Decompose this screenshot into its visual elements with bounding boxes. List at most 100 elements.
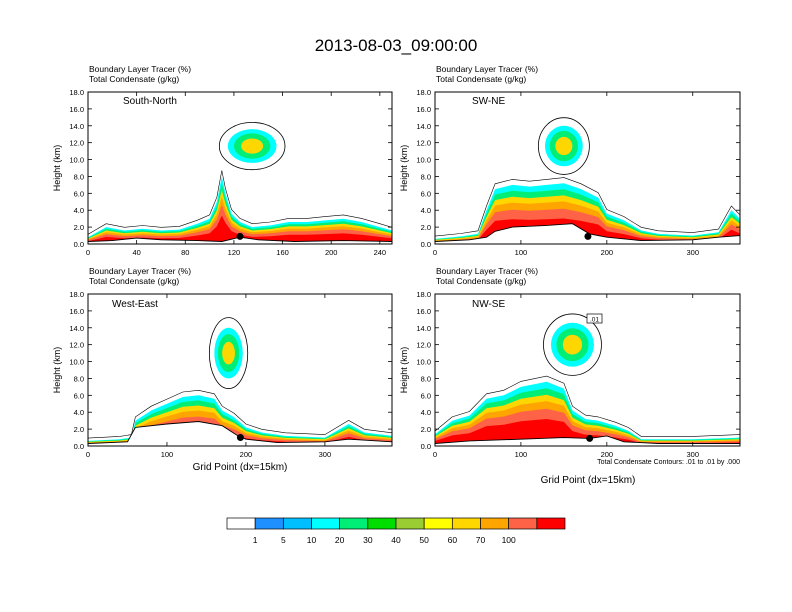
colorbar-label: 100 <box>502 535 516 545</box>
panel-name: SW-NE <box>472 96 505 107</box>
station-marker <box>586 434 594 442</box>
colorbar-label: 30 <box>363 535 373 545</box>
condensate-contour <box>208 317 249 389</box>
plot-frame <box>87 293 393 447</box>
panel-name: NW-SE <box>472 299 505 310</box>
upper-cloud-band <box>562 334 583 355</box>
colorbar: 1 5 10 20 30 40 50 60 70 100 <box>226 517 566 545</box>
colorbar-label: 5 <box>281 535 286 545</box>
y-tick-label: 2.0 <box>74 223 84 232</box>
y-tick-label: 6.0 <box>74 189 84 198</box>
x-tick-label: 100 <box>161 450 174 459</box>
y-tick-label: 8.0 <box>74 374 84 383</box>
y-tick-label: 16.0 <box>69 307 84 316</box>
upper-cloud-band <box>555 136 573 156</box>
colorbar-label: 20 <box>335 535 345 545</box>
y-axis-label: Height (km) <box>52 347 62 394</box>
x-tick-label: 0 <box>86 450 90 459</box>
y-tick-label: 16.0 <box>69 105 84 114</box>
y-axis-label: Height (km) <box>52 145 62 192</box>
colorbar-swatch <box>282 517 312 530</box>
y-axis-label: Height (km) <box>399 347 409 394</box>
plot-frame <box>434 91 741 245</box>
colorbar-label: 10 <box>307 535 317 545</box>
colorbar-swatch <box>423 517 453 530</box>
y-tick-label: 12.0 <box>416 341 431 350</box>
colorbar-swatch <box>395 517 425 530</box>
condensate-contour <box>543 313 602 376</box>
x-tick-label: 0 <box>433 248 437 257</box>
chart-panel-west-east: Boundary Layer Tracer (%) Total Condensa… <box>52 266 393 473</box>
contour-label-box: .01 <box>586 313 603 324</box>
colorbar-swatch <box>536 517 566 530</box>
panel-name: West-East <box>112 299 158 310</box>
y-tick-label: 18.0 <box>69 290 84 299</box>
contour-label-text: .01 <box>590 317 599 324</box>
upper-cloud-band <box>241 138 264 154</box>
y-tick-label: 4.0 <box>74 408 84 417</box>
y-tick-label: 2.0 <box>421 223 431 232</box>
x-tick-label: 240 <box>374 248 387 257</box>
x-tick-label: 300 <box>686 450 699 459</box>
terrain <box>88 236 392 244</box>
y-tick-label: 4.0 <box>74 206 84 215</box>
condensate-contour <box>88 389 392 439</box>
colorbar-swatch <box>367 517 397 530</box>
x-tick-label: 0 <box>86 248 90 257</box>
panel-label-tracer: Boundary Layer Tracer (%) <box>436 266 538 276</box>
y-tick-label: 10.0 <box>69 358 84 367</box>
x-tick-label: 200 <box>601 450 614 459</box>
y-tick-label: 0.0 <box>421 240 431 249</box>
colorbar-swatch <box>508 517 538 530</box>
panel-label-condensate: Total Condensate (g/kg) <box>436 74 526 84</box>
y-tick-label: 12.0 <box>416 139 431 148</box>
colorbar-swatch <box>311 517 341 530</box>
y-tick-label: 18.0 <box>416 88 431 97</box>
chart-panel-nw-se: Boundary Layer Tracer (%) Total Condensa… <box>399 266 741 486</box>
colorbar-label: 1 <box>253 535 258 545</box>
plot-frame <box>434 293 741 447</box>
x-tick-label: 40 <box>132 248 140 257</box>
x-tick-label: 80 <box>181 248 189 257</box>
main-title: 2013-08-03_09:00:00 <box>315 36 478 55</box>
colorbar-swatch <box>451 517 481 530</box>
y-tick-label: 2.0 <box>74 425 84 434</box>
x-tick-label: 100 <box>515 248 528 257</box>
condensate-contour <box>435 375 740 437</box>
upper-cloud-band <box>222 341 235 365</box>
y-tick-label: 8.0 <box>421 374 431 383</box>
panel-label-condensate: Total Condensate (g/kg) <box>89 276 179 286</box>
y-axis-label: Height (km) <box>399 145 409 192</box>
x-tick-label: 200 <box>240 450 253 459</box>
y-tick-label: 4.0 <box>421 408 431 417</box>
plot-area: 0.0 2.0 4.0 6.0 8.0 10.0 12.0 14.0 16.0 18.0 0 100 2… <box>416 88 741 257</box>
y-tick-label: 0.0 <box>74 442 84 451</box>
colorbar-label: 40 <box>391 535 401 545</box>
y-tick-label: 14.0 <box>416 324 431 333</box>
condensate-contour <box>537 117 590 175</box>
colorbar-label: 50 <box>419 535 429 545</box>
condensate-contour <box>218 122 286 171</box>
x-tick-label: 160 <box>276 248 289 257</box>
chart-panel-sw-ne: Boundary Layer Tracer (%) Total Condensa… <box>399 64 741 257</box>
x-tick-label: 200 <box>601 248 614 257</box>
contour-info: Total Condensate Contours: .01 to .01 by… <box>597 459 740 466</box>
colorbar-swatch <box>480 517 510 530</box>
colorbar-swatch <box>226 517 256 530</box>
plot-area: 0.0 2.0 4.0 6.0 8.0 10.0 12.0 14.0 16.0 18.0 0 40 80… <box>69 88 393 257</box>
y-tick-label: 6.0 <box>74 391 84 400</box>
panel-label-condensate: Total Condensate (g/kg) <box>436 276 526 286</box>
y-tick-label: 14.0 <box>69 122 84 131</box>
condensate-contour <box>88 170 392 235</box>
y-tick-label: 4.0 <box>421 206 431 215</box>
plot-frame <box>87 91 393 245</box>
y-tick-label: 14.0 <box>69 324 84 333</box>
y-tick-label: 12.0 <box>69 139 84 148</box>
panel-label-tracer: Boundary Layer Tracer (%) <box>89 266 191 276</box>
panel-label-tracer: Boundary Layer Tracer (%) <box>89 64 191 74</box>
y-tick-label: 10.0 <box>69 156 84 165</box>
plot-area: 0.0 2.0 4.0 6.0 8.0 10.0 12.0 14.0 16.0 18.0 0 100 2… <box>69 290 393 459</box>
station-marker <box>236 232 244 240</box>
panel-name: South-North <box>123 96 177 107</box>
x-tick-label: 300 <box>319 450 332 459</box>
